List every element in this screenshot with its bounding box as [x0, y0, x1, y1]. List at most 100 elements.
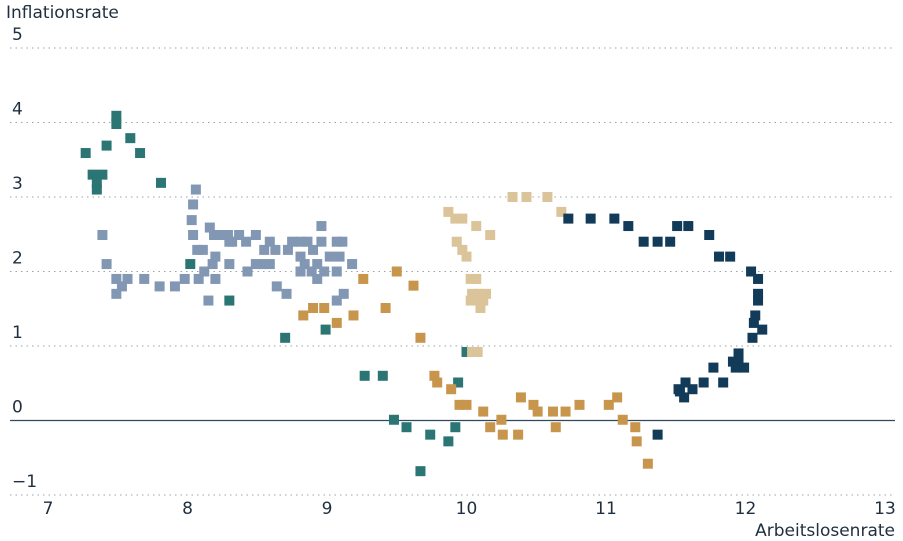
- point: [401, 422, 412, 433]
- point: [319, 303, 330, 314]
- point: [708, 362, 719, 373]
- point: [474, 288, 485, 299]
- x-axis-label: Arbeitslosenrate: [755, 521, 895, 541]
- point: [207, 259, 218, 270]
- point: [347, 259, 358, 270]
- point: [457, 244, 468, 255]
- point: [270, 244, 281, 255]
- point: [631, 436, 642, 447]
- point: [210, 251, 221, 262]
- point: [320, 324, 331, 335]
- point: [478, 406, 489, 417]
- point: [443, 436, 454, 447]
- point: [234, 229, 245, 240]
- point: [222, 229, 233, 240]
- point: [281, 288, 292, 299]
- point: [718, 377, 729, 388]
- point: [111, 110, 122, 121]
- point: [467, 346, 478, 357]
- point: [753, 288, 764, 299]
- point: [497, 429, 508, 440]
- point: [331, 317, 342, 328]
- point: [457, 213, 468, 224]
- x-tick-label: 9: [322, 499, 333, 519]
- point: [359, 370, 370, 381]
- point: [193, 273, 204, 284]
- point: [481, 288, 492, 299]
- point: [271, 281, 282, 292]
- point: [547, 406, 558, 417]
- point: [507, 192, 518, 202]
- point: [467, 288, 478, 299]
- point: [642, 458, 653, 469]
- point: [748, 317, 759, 328]
- point: [391, 266, 402, 277]
- point: [415, 332, 426, 343]
- point: [471, 295, 482, 306]
- point: [563, 213, 574, 224]
- point: [242, 266, 253, 277]
- point: [585, 213, 596, 224]
- point: [101, 140, 112, 151]
- point: [154, 281, 165, 292]
- point: [612, 392, 623, 403]
- point: [733, 356, 744, 367]
- point: [450, 213, 461, 224]
- point: [380, 303, 391, 314]
- point: [471, 273, 482, 284]
- point: [652, 429, 663, 440]
- point: [312, 273, 323, 284]
- point: [91, 184, 102, 195]
- point: [521, 192, 532, 202]
- point: [203, 295, 214, 306]
- point: [485, 422, 496, 433]
- point: [603, 399, 614, 410]
- point: [348, 310, 359, 321]
- point: [190, 184, 201, 195]
- point: [415, 466, 426, 477]
- point: [250, 259, 261, 270]
- point: [97, 229, 108, 240]
- point: [472, 346, 483, 357]
- point: [461, 346, 472, 357]
- point: [111, 288, 122, 299]
- point: [665, 236, 676, 247]
- point: [560, 406, 571, 417]
- y-tick-label: −1: [12, 472, 37, 492]
- point: [485, 229, 496, 240]
- point: [241, 236, 252, 247]
- point: [750, 310, 761, 321]
- point: [331, 295, 342, 306]
- point: [475, 303, 486, 314]
- point: [188, 229, 199, 240]
- x-tick-label: 11: [595, 499, 617, 519]
- point: [197, 244, 208, 255]
- point: [334, 251, 345, 262]
- point: [687, 384, 698, 395]
- point: [461, 399, 472, 410]
- point: [713, 251, 724, 262]
- point: [111, 118, 122, 129]
- point: [338, 288, 349, 299]
- point: [80, 148, 91, 159]
- point: [683, 221, 694, 232]
- point: [609, 213, 620, 224]
- point: [465, 295, 476, 306]
- point: [652, 236, 663, 247]
- point: [528, 399, 539, 410]
- point: [224, 295, 235, 306]
- point: [679, 392, 690, 403]
- point: [443, 206, 454, 217]
- point: [87, 169, 98, 180]
- point: [302, 236, 313, 247]
- point: [224, 236, 235, 247]
- point: [295, 251, 306, 262]
- point: [259, 244, 270, 255]
- point: [111, 273, 122, 284]
- x-tick-label: 7: [43, 499, 54, 519]
- x-tick-label: 8: [182, 499, 193, 519]
- point: [299, 259, 310, 270]
- point: [155, 177, 166, 188]
- point: [451, 236, 462, 247]
